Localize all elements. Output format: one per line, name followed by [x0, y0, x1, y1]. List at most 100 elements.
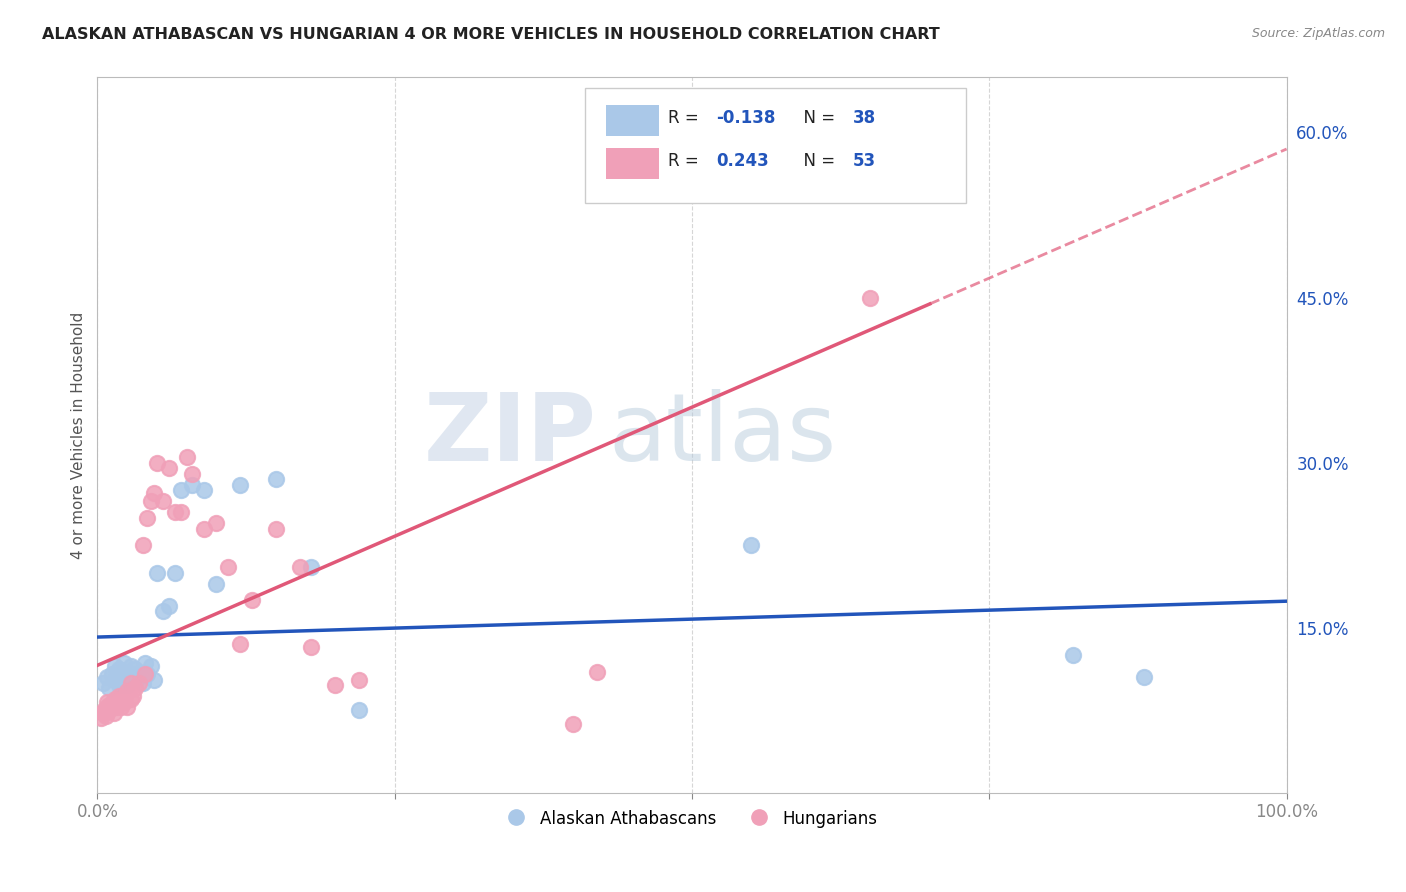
Point [110, 692, 132, 706]
Point [229, 637, 252, 651]
Point [1062, 648, 1084, 662]
Point [181, 477, 204, 491]
Point [139, 494, 162, 508]
Point [107, 678, 129, 692]
Point [288, 560, 311, 574]
Point [347, 703, 370, 717]
Point [157, 461, 180, 475]
Text: R =: R = [668, 109, 704, 128]
Point [104, 692, 127, 706]
Point [91, 675, 114, 690]
Point [98, 698, 121, 712]
Point [98, 703, 121, 717]
Point [181, 467, 204, 481]
Point [264, 472, 287, 486]
Point [176, 450, 198, 464]
Point [562, 717, 585, 731]
Point [104, 698, 127, 712]
Point [299, 560, 322, 574]
Point [104, 673, 127, 688]
Point [146, 566, 169, 580]
Point [94, 708, 117, 723]
Point [103, 706, 125, 721]
Text: ALASKAN ATHABASCAN VS HUNGARIAN 4 OR MORE VEHICLES IN HOUSEHOLD CORRELATION CHAR: ALASKAN ATHABASCAN VS HUNGARIAN 4 OR MOR… [42, 27, 941, 42]
Point [323, 678, 346, 692]
Point [134, 666, 156, 681]
Point [264, 522, 287, 536]
Point [110, 699, 132, 714]
Point [115, 684, 138, 698]
Point [193, 483, 215, 497]
Point [347, 673, 370, 688]
Point [104, 659, 127, 673]
Point [96, 670, 118, 684]
Point [163, 566, 186, 580]
Text: 0.243: 0.243 [716, 153, 769, 170]
Point [169, 483, 191, 497]
Point [143, 673, 166, 688]
Point [107, 662, 129, 676]
Point [146, 456, 169, 470]
Point [240, 593, 263, 607]
Point [859, 291, 882, 305]
Text: Source: ZipAtlas.com: Source: ZipAtlas.com [1251, 27, 1385, 40]
Text: N =: N = [793, 109, 841, 128]
Point [93, 703, 115, 717]
FancyBboxPatch shape [585, 88, 966, 202]
Point [205, 576, 228, 591]
Point [205, 516, 228, 530]
Text: atlas: atlas [609, 389, 837, 481]
Point [169, 505, 191, 519]
Point [120, 673, 142, 688]
Point [110, 675, 132, 690]
Point [131, 675, 153, 690]
Point [122, 689, 145, 703]
Point [152, 494, 174, 508]
Point [120, 659, 142, 673]
Point [124, 681, 146, 695]
Point [740, 538, 762, 552]
Point [134, 656, 156, 670]
Point [112, 670, 135, 684]
Point [136, 510, 159, 524]
Point [120, 675, 142, 690]
Point [90, 711, 112, 725]
FancyBboxPatch shape [606, 147, 658, 179]
Point [131, 538, 153, 552]
Point [107, 689, 129, 703]
Point [100, 666, 122, 681]
Point [229, 477, 252, 491]
Point [124, 662, 146, 676]
Point [91, 706, 114, 721]
Text: R =: R = [668, 153, 704, 170]
Point [152, 604, 174, 618]
Point [139, 659, 162, 673]
Point [136, 666, 159, 681]
Point [112, 695, 135, 709]
Point [1133, 670, 1156, 684]
Point [96, 695, 118, 709]
Text: ZIP: ZIP [425, 389, 596, 481]
Legend: Alaskan Athabascans, Hungarians: Alaskan Athabascans, Hungarians [499, 803, 884, 834]
Point [800, 98, 823, 112]
Point [128, 675, 150, 690]
Point [96, 699, 118, 714]
Point [115, 678, 138, 692]
Point [112, 656, 135, 670]
Text: N =: N = [793, 153, 841, 170]
Point [100, 699, 122, 714]
Point [163, 505, 186, 519]
FancyBboxPatch shape [606, 104, 658, 136]
Point [585, 665, 607, 679]
Point [115, 699, 138, 714]
Text: -0.138: -0.138 [716, 109, 775, 128]
Point [101, 695, 124, 709]
Point [107, 695, 129, 709]
Point [157, 599, 180, 613]
Point [128, 670, 150, 684]
Point [114, 689, 136, 703]
Text: 53: 53 [852, 153, 876, 170]
Point [105, 699, 128, 714]
Point [98, 681, 121, 695]
Point [193, 522, 215, 536]
